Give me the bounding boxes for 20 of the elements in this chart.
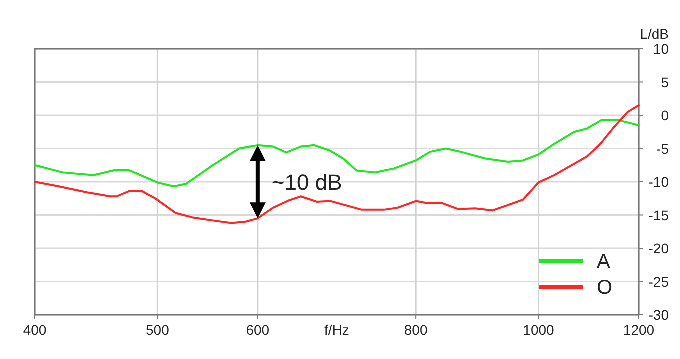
x-tick-label: 600: [246, 322, 270, 338]
y-tick-label: -25: [648, 274, 670, 290]
annotation: ~10 dB: [272, 170, 342, 195]
y-tick-label: -15: [648, 207, 670, 224]
y-tick-label: 10: [653, 41, 670, 57]
y-tick-label: -20: [648, 240, 670, 256]
x-tick-label: 500: [146, 322, 170, 338]
x-tick-label: 400: [23, 322, 47, 338]
y-tick-label: -5: [656, 140, 670, 157]
y-axis-title: L/dB: [640, 26, 669, 42]
y-tick-label: 5: [661, 74, 670, 90]
x-tick-label: 1000: [523, 322, 555, 338]
y-tick-label: -30: [648, 307, 670, 323]
legend-label: O: [597, 277, 613, 299]
legend-label: A: [597, 251, 611, 273]
x-tick-label: 1200: [623, 322, 655, 338]
y-tick-label: -10: [648, 174, 670, 190]
x-axis-title: f/Hz: [324, 322, 350, 338]
y-tick-label: 0: [661, 108, 670, 124]
x-tick-label: 800: [404, 322, 428, 338]
